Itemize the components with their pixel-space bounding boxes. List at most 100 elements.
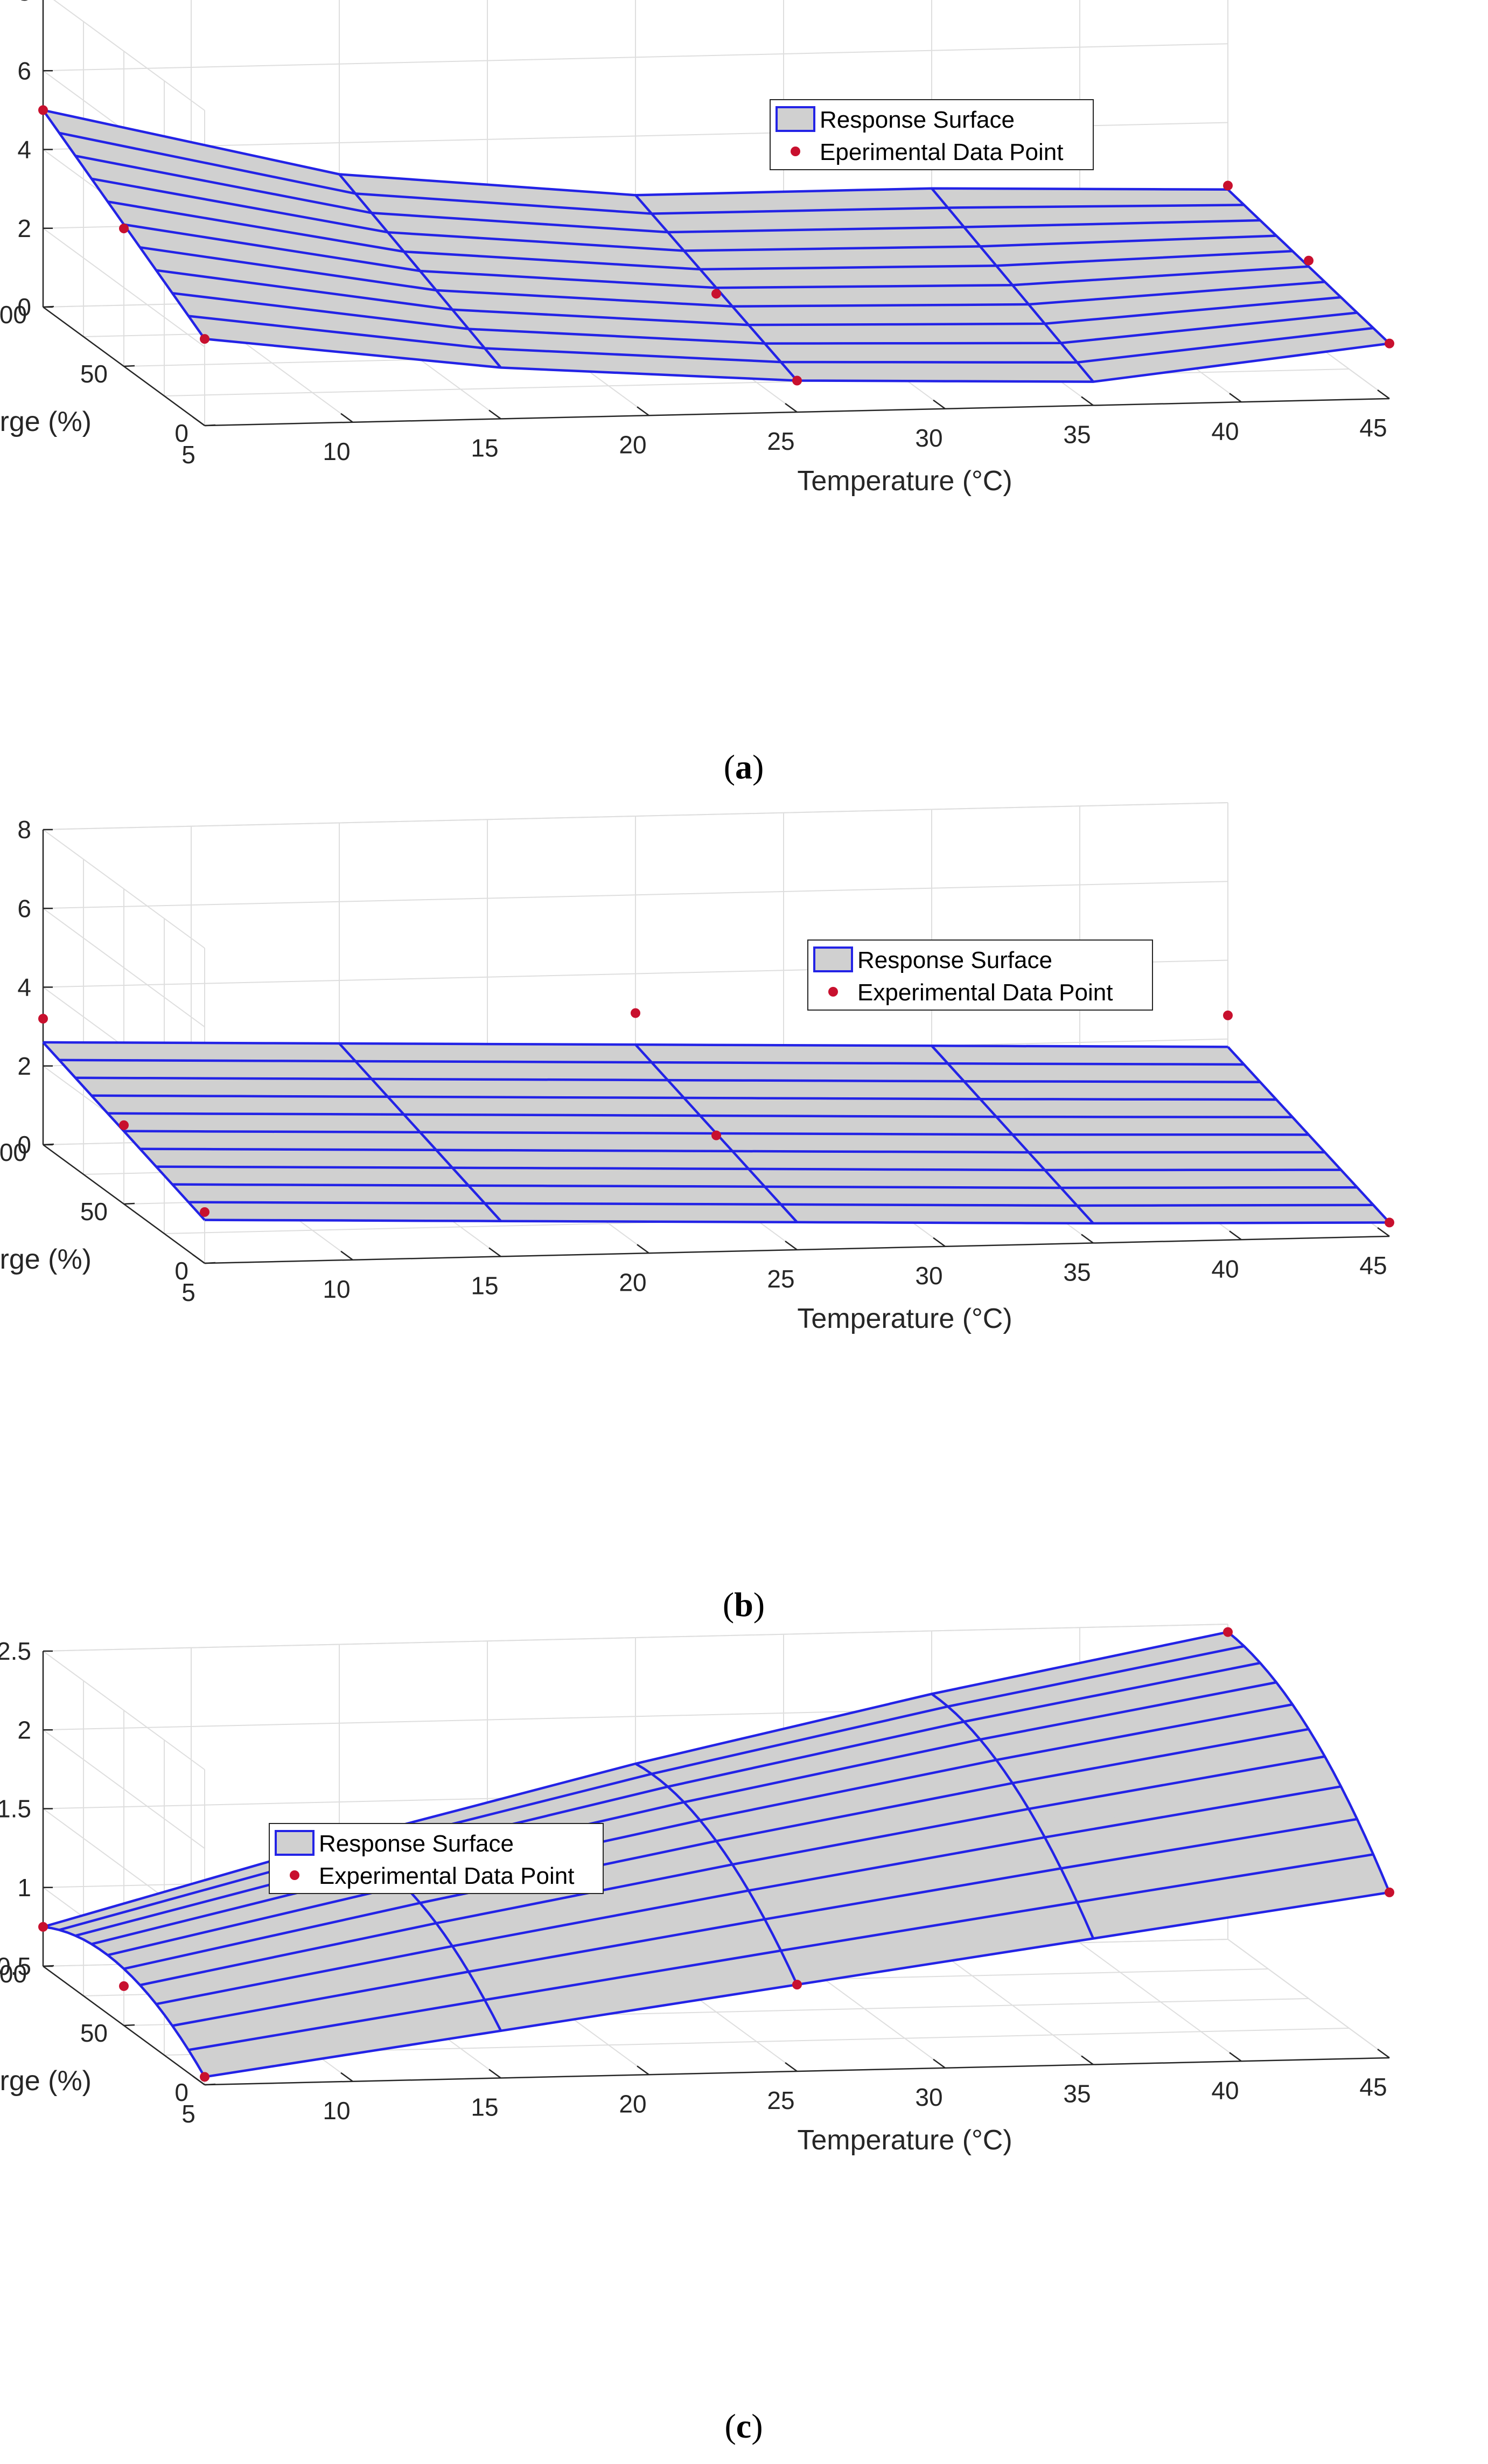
data-point [200, 334, 209, 344]
response-surface [42, 1041, 1391, 1225]
z-tick-label: 8 [17, 0, 31, 6]
x-tick-mark [933, 1237, 946, 1247]
legend-box [269, 1823, 604, 1894]
legend-surface-swatch [813, 946, 853, 972]
data-point [711, 289, 721, 299]
panel-caption: (b) [723, 1585, 765, 1624]
x-tick-mark [1081, 396, 1094, 406]
x-tick-label: 5 [181, 2100, 195, 2128]
y-axis-label: State of Charge (%) [0, 2065, 92, 2097]
x-tick-label: 35 [1063, 2080, 1091, 2108]
legend: Response Surface Experimental Data Point [269, 1823, 604, 1894]
legend-surface-label: Response Surface [319, 1830, 514, 1857]
chart-panel-a: 5101520253035404502468050100×10-3Resista… [0, 0, 1394, 786]
data-point [200, 2072, 209, 2082]
x-tick-mark [192, 1254, 205, 1264]
x-tick-mark [488, 409, 501, 420]
z-tick-label: 2 [17, 1052, 31, 1080]
surface-mesh-line [338, 1042, 502, 1222]
legend-surface-label: Response Surface [820, 107, 1015, 133]
data-point [1385, 338, 1394, 349]
data-point [711, 1130, 721, 1140]
legend-points-label: Eperimental Data Point [820, 139, 1063, 165]
x-tick-label: 20 [619, 2090, 646, 2118]
y-tick-label: 100 [0, 1960, 27, 1988]
legend-surface-label: Response Surface [857, 947, 1052, 973]
x-tick-mark [488, 1247, 501, 1257]
x-tick-mark [1229, 1230, 1242, 1241]
chart-panel-b: 5101520253035404502468050100×10-3Resista… [0, 802, 1394, 1624]
z-tick-label: 2 [17, 214, 31, 242]
z-tick-label: 2 [17, 1716, 31, 1744]
x-tick-mark [637, 2065, 649, 2076]
x-tick-mark [340, 2072, 353, 2082]
x-tick-mark [488, 2069, 501, 2079]
legend-surface-swatch [776, 106, 815, 132]
x-tick-label: 30 [915, 424, 942, 452]
surface-mesh-line [1227, 1046, 1391, 1223]
x-tick-label: 35 [1063, 421, 1091, 449]
y-tick-label: 50 [80, 1198, 108, 1226]
y-tick-mark [43, 1143, 54, 1146]
y-tick-label: 0 [174, 1257, 188, 1285]
z-tick-label: 4 [17, 973, 31, 1001]
x-tick-label: 30 [915, 1262, 942, 1290]
x-tick-mark [785, 1240, 798, 1251]
data-point [119, 1120, 129, 1130]
y-tick-label: 100 [0, 1138, 27, 1166]
x-tick-mark [192, 2075, 205, 2086]
legend: Response Surface Eperimental Data Point [770, 99, 1094, 170]
x-tick-mark [1377, 2048, 1390, 2059]
legend-surface-swatch [275, 1830, 315, 1856]
data-point [1223, 180, 1233, 191]
data-point [119, 224, 129, 234]
legend-box [770, 99, 1094, 170]
z-tick-label: 0.5 [0, 1952, 31, 1980]
surface-mesh-line [42, 1041, 206, 1221]
x-axis-label: Temperature (°C) [797, 1303, 1012, 1334]
data-point [119, 1981, 129, 1991]
y-axis-label: State of Charge (%) [0, 1244, 92, 1275]
surface-mesh-line [634, 194, 798, 381]
y-tick-mark [204, 424, 216, 427]
x-tick-label: 15 [471, 434, 498, 462]
x-tick-mark [933, 399, 946, 409]
x-tick-label: 45 [1359, 414, 1387, 442]
surface-mesh-line [931, 1693, 1095, 1939]
x-tick-mark [1377, 389, 1390, 400]
experimental-points [38, 105, 1394, 386]
x-tick-label: 40 [1211, 1255, 1239, 1283]
y-tick-label: 50 [80, 2019, 108, 2047]
surface-mesh-line [931, 187, 1094, 383]
legend-point-marker [828, 987, 838, 997]
data-point [1385, 1887, 1394, 1897]
x-tick-label: 5 [181, 1278, 195, 1306]
axes [42, 1650, 1390, 2086]
experimental-points [38, 1627, 1394, 2082]
data-point [631, 1008, 640, 1018]
panel-caption: (a) [724, 748, 764, 786]
box-edge [43, 802, 1228, 830]
chart-panel-c: 510152025303540450.511.522.5050100×104Ca… [0, 1624, 1394, 2445]
x-tick-label: 25 [767, 1265, 794, 1293]
z-tick-label: 0 [17, 1131, 31, 1159]
legend-points-label: Experimental Data Point [857, 979, 1113, 1006]
y-tick-mark [204, 2083, 216, 2086]
surface-mesh-line [338, 173, 502, 368]
surface-mesh-line [634, 1763, 799, 1986]
z-tick-label: 4 [17, 136, 31, 164]
x-tick-label: 15 [471, 2093, 498, 2121]
x-tick-mark [1081, 1234, 1094, 1244]
experimental-points [38, 1008, 1394, 1228]
x-tick-mark [192, 416, 205, 427]
y-tick-label: 0 [174, 419, 188, 447]
panel-caption: (c) [724, 2407, 763, 2445]
surface-mesh-line [931, 1045, 1094, 1224]
tick-labels: 5 10 15 20 25 30 35 40 45 0 2 4 6 8 0 50 100 [0, 0, 1387, 469]
y-axis-label: State of Charge (%) [0, 406, 92, 437]
x-tick-label: 10 [323, 1275, 350, 1303]
x-tick-label: 5 [181, 441, 195, 469]
data-point [38, 105, 48, 115]
axes [42, 0, 1390, 427]
x-axis-label: Temperature (°C) [797, 465, 1012, 497]
